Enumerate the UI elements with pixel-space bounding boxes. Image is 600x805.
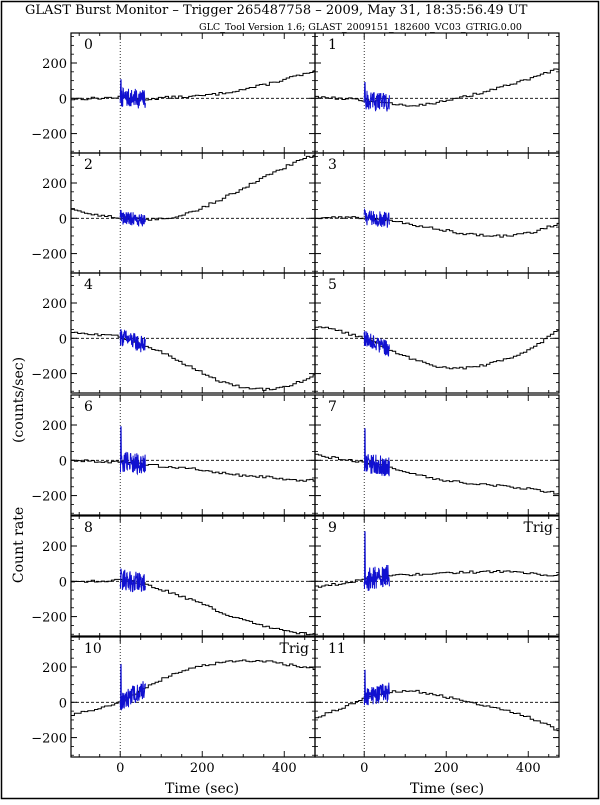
background-rate-trace [71,331,315,391]
y-tick-label: 200 [42,177,67,192]
burst-rate-trace [363,531,390,592]
x-tick-label: 200 [190,761,215,776]
burst-rate-trace [119,426,146,476]
background-rate-trace [71,578,315,636]
burst-rate-trace [119,79,146,109]
y-tick-label: −200 [31,490,67,505]
panel-frame [314,394,560,516]
panel-11: 0 200 400 11 [314,636,560,776]
background-rate-trace [71,70,315,101]
burst-rate-trace [363,330,390,357]
panel-1: 1 [314,32,560,154]
panel-frame [70,515,316,637]
detector-label: 1 [328,37,337,53]
panel-3: 3 [314,152,560,274]
y-tick-label: 0 [59,332,67,347]
x-tick-label: 0 [116,761,124,776]
burst-rate-trace [119,568,146,593]
panel-5: 5 [314,272,560,394]
y-tick-label: −200 [31,732,67,747]
y-tick-label: 0 [59,696,67,711]
detector-label: 11 [328,641,346,657]
detector-label: 0 [84,37,93,53]
background-rate-trace [315,216,559,238]
panel-2: −200 0 200 2 [31,152,316,274]
detector-label: 4 [84,277,93,293]
detector-label: 6 [84,399,93,415]
burst-rate-trace [363,82,390,112]
panel-frame [70,32,316,154]
panel-0: −200 0 200 0 [31,32,316,154]
detector-label: 3 [328,157,337,173]
y-tick-label: 200 [42,297,67,312]
panel-frame [70,152,316,274]
x-tick-label: 400 [272,761,297,776]
figure-title: GLAST Burst Monitor – Trigger 265487758 … [25,3,528,18]
background-rate-trace [315,570,559,588]
x-tick-label: 400 [516,761,541,776]
trigger-flag-label: Trig [524,520,554,536]
panel-4: −200 0 200 4 [31,272,316,394]
y-axis-label-line2: Count rate [11,507,27,583]
detector-label: 7 [328,399,337,415]
y-tick-label: 0 [59,454,67,469]
y-tick-label: −200 [31,368,67,383]
x-axis-label-right: Time (sec) [410,781,484,797]
burst-rate-trace [363,428,390,477]
y-tick-label: −200 [31,611,67,626]
figure-subtitle: GLC_Tool Version 1.6; GLAST_2009151_1826… [199,22,522,33]
burst-rate-trace [363,207,390,228]
burst-rate-trace [363,669,390,706]
panel-frame [314,152,560,274]
panel-7: 7 [314,394,560,516]
burst-rate-trace [119,663,146,711]
panel-frame [314,636,560,758]
panel-frame [70,394,316,516]
y-tick-label: 0 [59,575,67,590]
panel-9: 9 Trig [314,515,560,637]
background-rate-trace [315,68,559,107]
y-tick-label: 200 [42,540,67,555]
y-tick-label: 0 [59,212,67,227]
panel-6: −200 0 200 6 [31,394,316,516]
y-tick-label: 200 [42,419,67,434]
y-axis-label-line1: (counts/sec) [11,357,27,443]
detector-label: 8 [84,520,93,536]
background-rate-trace [315,453,559,495]
burst-rate-trace [119,209,146,227]
background-rate-trace [71,154,315,221]
panel-frame [314,32,560,154]
x-tick-label: 0 [360,761,368,776]
detector-label: 9 [328,520,337,536]
panel-8: −200 0 200 8 [31,515,316,637]
panel-frame [314,272,560,394]
y-tick-label: 200 [42,57,67,72]
panel-10: −200 0 200 0 200 400 10 Trig [31,636,316,776]
y-tick-label: 0 [59,92,67,107]
x-axis-label-left: Time (sec) [165,781,239,797]
panel-frame [70,272,316,394]
background-rate-trace [315,326,559,370]
detector-label: 5 [328,277,337,293]
detector-label: 2 [84,157,93,173]
burst-rate-trace [119,329,146,353]
y-tick-label: −200 [31,128,67,143]
detector-label: 10 [84,641,102,657]
panel-frame [314,515,560,637]
background-rate-trace [315,689,559,732]
background-rate-trace [71,459,315,482]
y-tick-label: −200 [31,248,67,263]
x-tick-label: 200 [434,761,459,776]
trigger-flag-label: Trig [280,641,310,657]
background-rate-trace [71,659,315,716]
panel-grid: −200 0 200 0 1 −200 0 200 2 3 −200 0 200 4 5 −200 0 200 6 7… [31,32,560,776]
y-tick-label: 200 [42,661,67,676]
panel-frame [70,636,316,758]
